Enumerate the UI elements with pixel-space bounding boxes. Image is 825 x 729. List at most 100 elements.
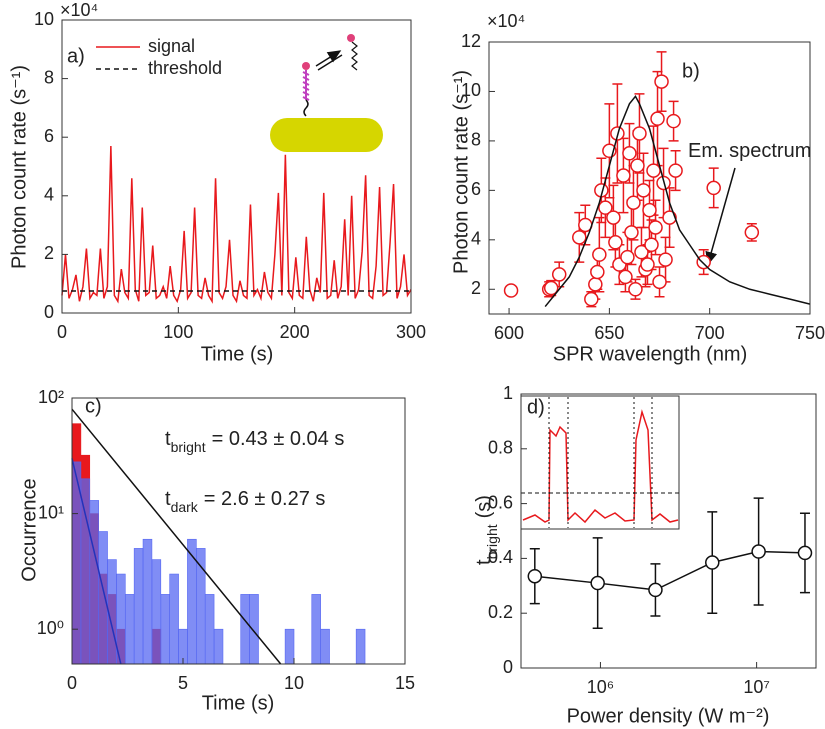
marker bbox=[622, 146, 637, 161]
marker bbox=[616, 168, 631, 183]
x-tick-label: 700 bbox=[695, 323, 725, 343]
y-tick-label: 0.6 bbox=[488, 492, 513, 512]
x-tick-label: 300 bbox=[396, 322, 426, 342]
histogram-bar bbox=[311, 594, 321, 665]
inset-trace bbox=[520, 395, 680, 530]
marker bbox=[751, 544, 766, 559]
x-tick-label: 10 bbox=[284, 673, 304, 693]
marker bbox=[662, 210, 677, 225]
x-tick-label: 10⁷ bbox=[743, 677, 770, 697]
marker bbox=[590, 264, 605, 280]
y-axis-label: Photon count rate (s⁻¹) bbox=[8, 65, 30, 269]
y-axis-label-rest: (s) bbox=[473, 495, 495, 518]
series-line bbox=[534, 550, 805, 591]
x-tick-label: 0 bbox=[57, 322, 67, 342]
y-tick-label: 6 bbox=[471, 179, 481, 199]
y-tick-label: 10 bbox=[461, 80, 481, 100]
y-tick-label: 8 bbox=[471, 130, 481, 150]
marker bbox=[652, 274, 667, 290]
y-tick-label: 10² bbox=[38, 387, 64, 407]
axis-exponent: ×10⁴ bbox=[60, 0, 98, 20]
x-tick-label: 10⁶ bbox=[587, 677, 614, 697]
histogram-bar bbox=[284, 628, 295, 665]
plot-frame bbox=[71, 397, 406, 665]
legend-label: signal bbox=[148, 36, 195, 56]
marker bbox=[797, 545, 813, 561]
annotation-subscript: bright bbox=[171, 439, 206, 455]
histogram-bar bbox=[151, 559, 162, 665]
y-tick-label: 6 bbox=[44, 126, 54, 146]
y-axis-label-symbol: t bbox=[473, 559, 495, 565]
marker bbox=[630, 158, 645, 173]
x-tick-label: 100 bbox=[163, 322, 193, 342]
marker bbox=[640, 257, 655, 272]
marker bbox=[620, 249, 635, 265]
x-tick-label: 200 bbox=[280, 322, 310, 342]
panel-label: a) bbox=[67, 45, 85, 67]
y-tick-label: 0.4 bbox=[488, 547, 513, 567]
marker bbox=[551, 267, 567, 282]
marker bbox=[636, 183, 651, 198]
histogram-bar bbox=[80, 478, 91, 665]
histogram-bar bbox=[355, 628, 366, 665]
x-tick-label: 15 bbox=[395, 673, 415, 693]
histogram-bar bbox=[213, 628, 224, 665]
nanorod-cartoon bbox=[270, 34, 383, 152]
x-tick-label: 0 bbox=[67, 673, 77, 693]
y-tick-label: 0.8 bbox=[488, 438, 513, 458]
series-line bbox=[544, 95, 811, 308]
marker bbox=[632, 126, 647, 141]
marker bbox=[606, 210, 621, 225]
plot-frame bbox=[488, 41, 811, 315]
marker bbox=[668, 163, 683, 178]
annotation-rest: = 0.43 ± 0.04 s bbox=[212, 428, 345, 450]
marker bbox=[654, 74, 669, 89]
histogram-bar bbox=[142, 538, 153, 665]
marker bbox=[572, 230, 587, 245]
histogram-bar bbox=[204, 594, 215, 665]
x-tick-label: 5 bbox=[178, 673, 188, 693]
marker bbox=[624, 225, 639, 240]
marker bbox=[644, 237, 659, 253]
marker bbox=[666, 113, 681, 129]
marker bbox=[628, 282, 643, 297]
y-axis-label: Photon count rate (s⁻¹) bbox=[450, 70, 472, 274]
x-axis-label: Power density (W m⁻²) bbox=[567, 705, 770, 727]
histogram-bar bbox=[133, 548, 144, 665]
y-axis-label: tbright (s) bbox=[473, 495, 499, 565]
legend-box bbox=[92, 35, 252, 83]
histogram-bar bbox=[187, 538, 197, 665]
y-tick-label: 10 bbox=[34, 9, 54, 29]
histogram-bar bbox=[89, 500, 99, 665]
histogram-bar bbox=[169, 573, 179, 665]
marker bbox=[706, 180, 721, 196]
plot-frame bbox=[520, 393, 817, 669]
annotation-rest: = 2.6 ± 0.27 s bbox=[204, 488, 326, 510]
y-tick-label: 12 bbox=[461, 31, 481, 51]
annotation-arrow bbox=[705, 167, 736, 266]
marker bbox=[543, 280, 559, 296]
y-tick-label: 0 bbox=[44, 302, 54, 322]
annotation: tbright = 0.43 ± 0.04 s bbox=[165, 428, 344, 454]
y-tick-label: 2 bbox=[44, 243, 54, 263]
y-axis-label-subscript: bright bbox=[484, 524, 500, 559]
annotation: Em. spectrum bbox=[688, 140, 811, 162]
marker bbox=[658, 252, 673, 267]
y-tick-label: 1 bbox=[503, 383, 513, 403]
marker bbox=[634, 244, 649, 260]
x-axis-label: Time (s) bbox=[202, 692, 275, 714]
marker bbox=[588, 277, 603, 292]
panel-label: c) bbox=[85, 395, 102, 417]
marker bbox=[527, 568, 543, 584]
series-line bbox=[61, 145, 412, 304]
x-axis-label: SPR wavelength (nm) bbox=[553, 343, 748, 365]
plot-frame bbox=[61, 19, 412, 314]
marker bbox=[648, 220, 663, 235]
histogram-bar bbox=[124, 594, 135, 665]
marker bbox=[503, 283, 519, 298]
y-tick-label: 8 bbox=[44, 67, 54, 87]
y-tick-label: 0 bbox=[503, 657, 513, 677]
fit-line bbox=[71, 408, 282, 665]
axis-exponent: ×10⁴ bbox=[487, 11, 525, 31]
